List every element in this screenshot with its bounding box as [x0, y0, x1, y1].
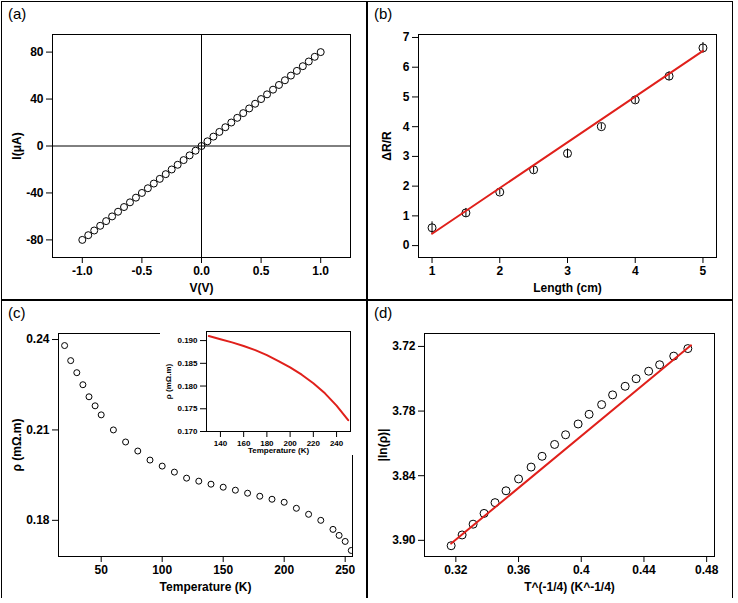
svg-text:0.18: 0.18 — [26, 513, 50, 527]
svg-text:-80: -80 — [26, 233, 44, 247]
svg-text:-0.5: -0.5 — [132, 264, 153, 278]
svg-text:0.5: 0.5 — [253, 264, 270, 278]
svg-text:2: 2 — [496, 264, 503, 278]
svg-text:Length (cm): Length (cm) — [533, 281, 602, 295]
svg-text:7: 7 — [403, 30, 410, 44]
svg-text:150: 150 — [213, 563, 233, 577]
svg-text:0.32: 0.32 — [444, 563, 468, 577]
svg-text:0.185: 0.185 — [177, 359, 198, 368]
svg-text:80: 80 — [30, 45, 44, 59]
svg-text:6: 6 — [403, 60, 410, 74]
svg-text:ρ (mΩ.m): ρ (mΩ.m) — [10, 418, 24, 471]
svg-text:50: 50 — [95, 563, 109, 577]
svg-text:0.170: 0.170 — [177, 427, 198, 436]
html-text:(a): (a) — [8, 5, 27, 22]
svg-text:0: 0 — [37, 139, 44, 153]
svg-text:I(μA): I(μA) — [10, 132, 24, 159]
svg-text:|ln(ρ)|: |ln(ρ)| — [376, 429, 390, 462]
svg-text:200: 200 — [283, 439, 297, 449]
svg-text:240: 240 — [330, 439, 344, 448]
svg-text:3.78: 3.78 — [392, 404, 416, 418]
svg-text:4: 4 — [403, 120, 410, 134]
svg-text:0.21: 0.21 — [26, 423, 50, 437]
svg-text:140: 140 — [214, 439, 228, 448]
svg-text:0.36: 0.36 — [507, 563, 531, 577]
svg-text:Temperature (K): Temperature (K) — [248, 446, 310, 455]
svg-text:T^(-1/4) (K^-1/4): T^(-1/4) (K^-1/4) — [524, 580, 615, 594]
svg-text:4: 4 — [632, 264, 639, 278]
svg-text:5: 5 — [403, 90, 410, 104]
html-text:(d): (d) — [374, 304, 393, 321]
svg-text:Temperature (K): Temperature (K) — [160, 580, 252, 594]
svg-text:2: 2 — [403, 179, 410, 193]
svg-text:180: 180 — [260, 439, 274, 449]
svg-text:0.48: 0.48 — [695, 563, 719, 577]
svg-text:1: 1 — [403, 209, 410, 223]
svg-text:0: 0 — [403, 238, 410, 252]
svg-text:0.175: 0.175 — [177, 404, 198, 413]
svg-text:0.180: 0.180 — [177, 382, 198, 391]
html-text:(c): (c) — [8, 304, 26, 321]
svg-text:40: 40 — [30, 92, 44, 106]
svg-text:ρ (mΩ.m): ρ (mΩ.m) — [164, 363, 173, 399]
svg-text:1: 1 — [429, 264, 436, 278]
svg-text:250: 250 — [335, 563, 355, 577]
svg-text:0.0: 0.0 — [193, 264, 210, 278]
svg-text:0.4: 0.4 — [573, 563, 590, 577]
svg-text:5: 5 — [700, 264, 707, 278]
svg-text:0.24: 0.24 — [26, 332, 50, 346]
svg-text:-40: -40 — [26, 186, 44, 200]
svg-text:0.190: 0.190 — [177, 336, 198, 345]
svg-text:-1.0: -1.0 — [72, 264, 93, 278]
svg-text:ΔR/R: ΔR/R — [380, 131, 394, 161]
svg-text:3.72: 3.72 — [392, 339, 416, 353]
svg-text:0.44: 0.44 — [632, 563, 656, 577]
svg-text:1.0: 1.0 — [312, 264, 329, 278]
html-text:(b): (b) — [374, 5, 393, 22]
svg-text:220: 220 — [306, 439, 320, 449]
svg-text:3.90: 3.90 — [392, 533, 416, 547]
svg-text:3: 3 — [403, 149, 410, 163]
svg-text:160: 160 — [237, 439, 251, 449]
svg-text:3.84: 3.84 — [392, 469, 416, 483]
svg-text:V(V): V(V) — [190, 281, 214, 295]
svg-text:3: 3 — [564, 264, 571, 278]
svg-text:200: 200 — [274, 563, 294, 577]
svg-text:100: 100 — [152, 563, 172, 577]
